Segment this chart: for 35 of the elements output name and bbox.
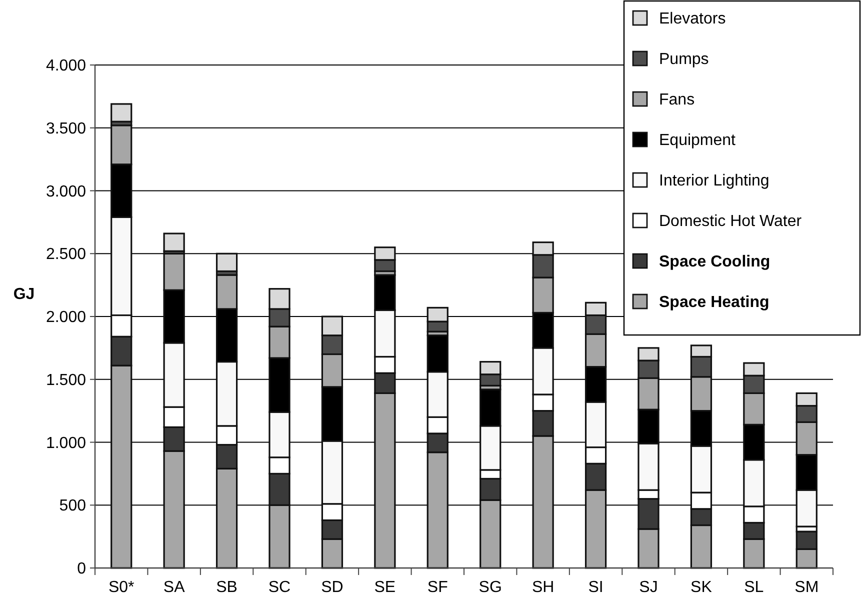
y-tick-label: 1.000 <box>46 434 86 452</box>
x-tick-label: SA <box>163 579 186 596</box>
legend-label: Space Heating <box>659 294 770 312</box>
y-tick-label: 2.500 <box>46 246 86 264</box>
bar <box>163 232 185 252</box>
y-tick-label: 3.500 <box>46 120 86 138</box>
x-tick-label: SH <box>532 579 554 596</box>
legend-label: Equipment <box>659 132 736 150</box>
y-tick-label: 500 <box>59 498 86 515</box>
x-tick-label: SJ <box>639 579 658 596</box>
legend-label: Domestic Hot Water <box>659 213 802 230</box>
legend-label: Space Cooling <box>659 254 770 271</box>
y-axis-title: GJ <box>13 286 35 303</box>
x-tick-label: SD <box>321 579 344 596</box>
y-tick-label: 2.000 <box>46 309 86 326</box>
bar <box>110 103 132 122</box>
y-tick-label: 1.500 <box>46 372 86 389</box>
x-tick-label: SC <box>268 579 291 596</box>
y-tick-label: 4.000 <box>46 58 86 75</box>
legend-label: Interior Lighting <box>659 172 770 190</box>
x-tick-label: SM <box>794 579 819 596</box>
x-tick-label: SK <box>690 579 712 596</box>
x-tick-label: SL <box>744 579 764 596</box>
x-tick-label: SE <box>374 579 396 596</box>
x-tick-label: SF <box>427 579 448 596</box>
x-tick-label: SB <box>216 579 238 596</box>
legend-label: Elevators <box>659 10 726 28</box>
y-tick-label: 3.000 <box>46 183 86 200</box>
bar <box>216 252 238 272</box>
x-tick-label: S0* <box>108 579 134 596</box>
x-tick-label: SI <box>588 579 604 596</box>
y-tick-label: 0 <box>77 560 86 578</box>
legend-label: Pumps <box>659 51 709 68</box>
x-tick-label: SG <box>478 579 502 596</box>
legend-label: Fans <box>659 92 695 109</box>
